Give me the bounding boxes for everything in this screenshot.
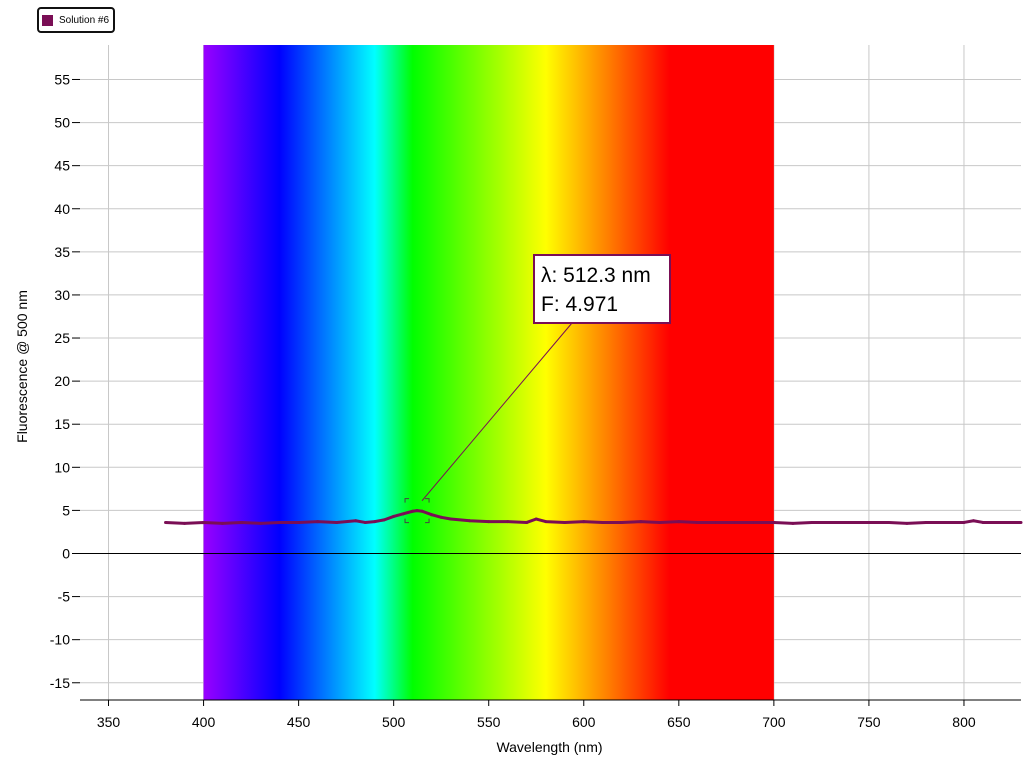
x-tick-label: 600 <box>572 714 596 730</box>
series-point <box>506 520 510 524</box>
series-point <box>392 514 396 518</box>
series-point <box>981 520 985 524</box>
series-point <box>401 512 405 516</box>
callout-fluorescence: F: 4.971 <box>541 293 619 316</box>
series-point <box>658 520 662 524</box>
series-point <box>943 520 947 524</box>
x-tick-label: 700 <box>762 714 786 730</box>
visible-spectrum-band <box>203 45 774 700</box>
x-tick-label: 650 <box>667 714 691 730</box>
callout-wavelength: λ: 512.3 nm <box>541 264 651 287</box>
series-point <box>183 521 187 525</box>
series-point <box>867 520 871 524</box>
series-layer <box>164 509 1023 525</box>
annotation-layer <box>404 322 573 524</box>
x-tick-label: 350 <box>97 714 121 730</box>
y-tick-label: 50 <box>54 115 70 131</box>
series-point <box>563 520 567 524</box>
series-point <box>363 520 367 524</box>
series-point <box>962 520 966 524</box>
callout-leader-line <box>421 322 573 501</box>
series-point <box>487 520 491 524</box>
series-point <box>373 520 377 524</box>
series-point <box>164 520 168 524</box>
y-tick-label: 55 <box>54 71 70 87</box>
series-point <box>620 520 624 524</box>
series-point <box>753 520 757 524</box>
y-tick-label: 10 <box>54 459 70 475</box>
series-point <box>1000 520 1004 524</box>
series-line <box>165 509 1021 525</box>
series-point <box>601 520 605 524</box>
series-point <box>905 521 909 525</box>
series-point <box>240 520 244 524</box>
y-tick-label: 0 <box>62 545 70 561</box>
selection-marker <box>404 498 430 524</box>
y-tick-label: 45 <box>54 158 70 174</box>
legend-label: Solution #6 <box>59 14 110 26</box>
series-point <box>810 520 814 524</box>
series-point <box>525 520 529 524</box>
series-point <box>772 520 776 524</box>
series-point <box>829 520 833 524</box>
x-tick-label: 750 <box>857 714 881 730</box>
y-tick-label: 25 <box>54 330 70 346</box>
x-axis-title: Wavelength (nm) <box>496 739 602 755</box>
series-point <box>411 509 415 513</box>
x-tick-label: 800 <box>952 714 976 730</box>
series-point <box>696 520 700 524</box>
y-tick-label: -10 <box>50 632 70 648</box>
series-point <box>449 517 453 521</box>
series-point <box>468 519 472 523</box>
series-point <box>202 520 206 524</box>
series-point <box>886 520 890 524</box>
x-axis: 350 400 450 500 550 600 650 700 750 800 <box>80 699 1021 730</box>
y-axis: -15 -10 -5 0 5 10 15 20 25 30 35 40 45 50 55 <box>50 71 80 691</box>
series-point <box>297 520 301 524</box>
value-callout: λ: 512.3 nm F: 4.971 <box>533 254 671 324</box>
series-point <box>639 520 643 524</box>
series-point <box>415 509 419 513</box>
y-tick-label: -15 <box>50 675 70 691</box>
y-tick-label: 20 <box>54 373 70 389</box>
series-point <box>544 520 548 524</box>
series-point <box>1019 520 1023 524</box>
series-point <box>534 517 538 521</box>
series-point <box>354 519 358 523</box>
series-point <box>734 520 738 524</box>
series-point <box>791 521 795 525</box>
y-tick-label: 15 <box>54 416 70 432</box>
series-point <box>715 520 719 524</box>
x-tick-label: 500 <box>382 714 406 730</box>
y-tick-label: 30 <box>54 287 70 303</box>
legend[interactable]: Solution #6 <box>37 7 115 33</box>
series-point <box>439 515 443 519</box>
series-point <box>420 509 424 513</box>
series-point <box>430 513 434 517</box>
series-point <box>335 520 339 524</box>
legend-swatch <box>42 14 53 26</box>
series-point <box>924 520 928 524</box>
series-point <box>582 520 586 524</box>
x-tick-label: 550 <box>477 714 501 730</box>
x-tick-label: 450 <box>287 714 311 730</box>
y-tick-label: 35 <box>54 244 70 260</box>
series-point <box>259 521 263 525</box>
series-point <box>848 520 852 524</box>
series-point <box>382 518 386 522</box>
y-tick-label: -5 <box>58 589 71 605</box>
series-point <box>971 519 975 523</box>
y-axis-title: Fluorescence @ 500 nm <box>14 290 30 443</box>
series-point <box>316 520 320 524</box>
y-tick-label: 40 <box>54 201 70 217</box>
series-point <box>221 521 225 525</box>
series-point <box>677 520 681 524</box>
x-tick-label: 400 <box>192 714 216 730</box>
y-tick-label: 5 <box>62 502 70 518</box>
series-point <box>278 520 282 524</box>
